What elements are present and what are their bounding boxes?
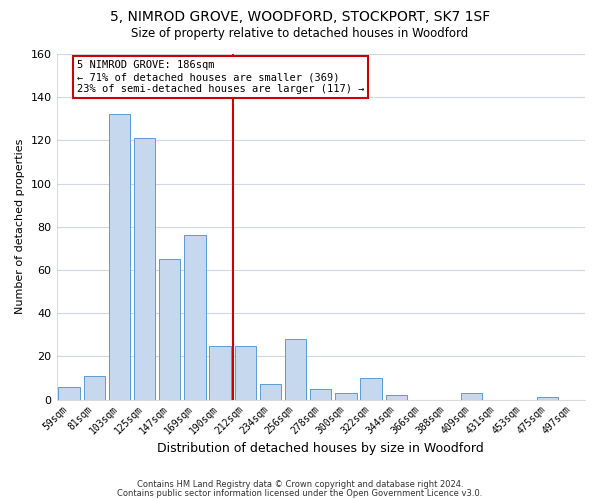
Bar: [235, 346, 256, 400]
Text: Contains public sector information licensed under the Open Government Licence v3: Contains public sector information licen…: [118, 488, 482, 498]
Bar: [209, 346, 231, 400]
Bar: [361, 378, 382, 400]
Bar: [83, 376, 105, 400]
Bar: [260, 384, 281, 400]
Text: Contains HM Land Registry data © Crown copyright and database right 2024.: Contains HM Land Registry data © Crown c…: [137, 480, 463, 489]
Bar: [285, 339, 307, 400]
Text: Size of property relative to detached houses in Woodford: Size of property relative to detached ho…: [131, 28, 469, 40]
Text: 5 NIMROD GROVE: 186sqm
← 71% of detached houses are smaller (369)
23% of semi-de: 5 NIMROD GROVE: 186sqm ← 71% of detached…: [77, 60, 364, 94]
Bar: [134, 138, 155, 400]
Bar: [109, 114, 130, 400]
Bar: [386, 396, 407, 400]
Bar: [310, 389, 331, 400]
Bar: [461, 393, 482, 400]
Bar: [335, 393, 356, 400]
Text: 5, NIMROD GROVE, WOODFORD, STOCKPORT, SK7 1SF: 5, NIMROD GROVE, WOODFORD, STOCKPORT, SK…: [110, 10, 490, 24]
Bar: [58, 386, 80, 400]
Bar: [184, 236, 206, 400]
X-axis label: Distribution of detached houses by size in Woodford: Distribution of detached houses by size …: [157, 442, 484, 455]
Bar: [159, 259, 181, 400]
Y-axis label: Number of detached properties: Number of detached properties: [15, 139, 25, 314]
Bar: [536, 398, 558, 400]
